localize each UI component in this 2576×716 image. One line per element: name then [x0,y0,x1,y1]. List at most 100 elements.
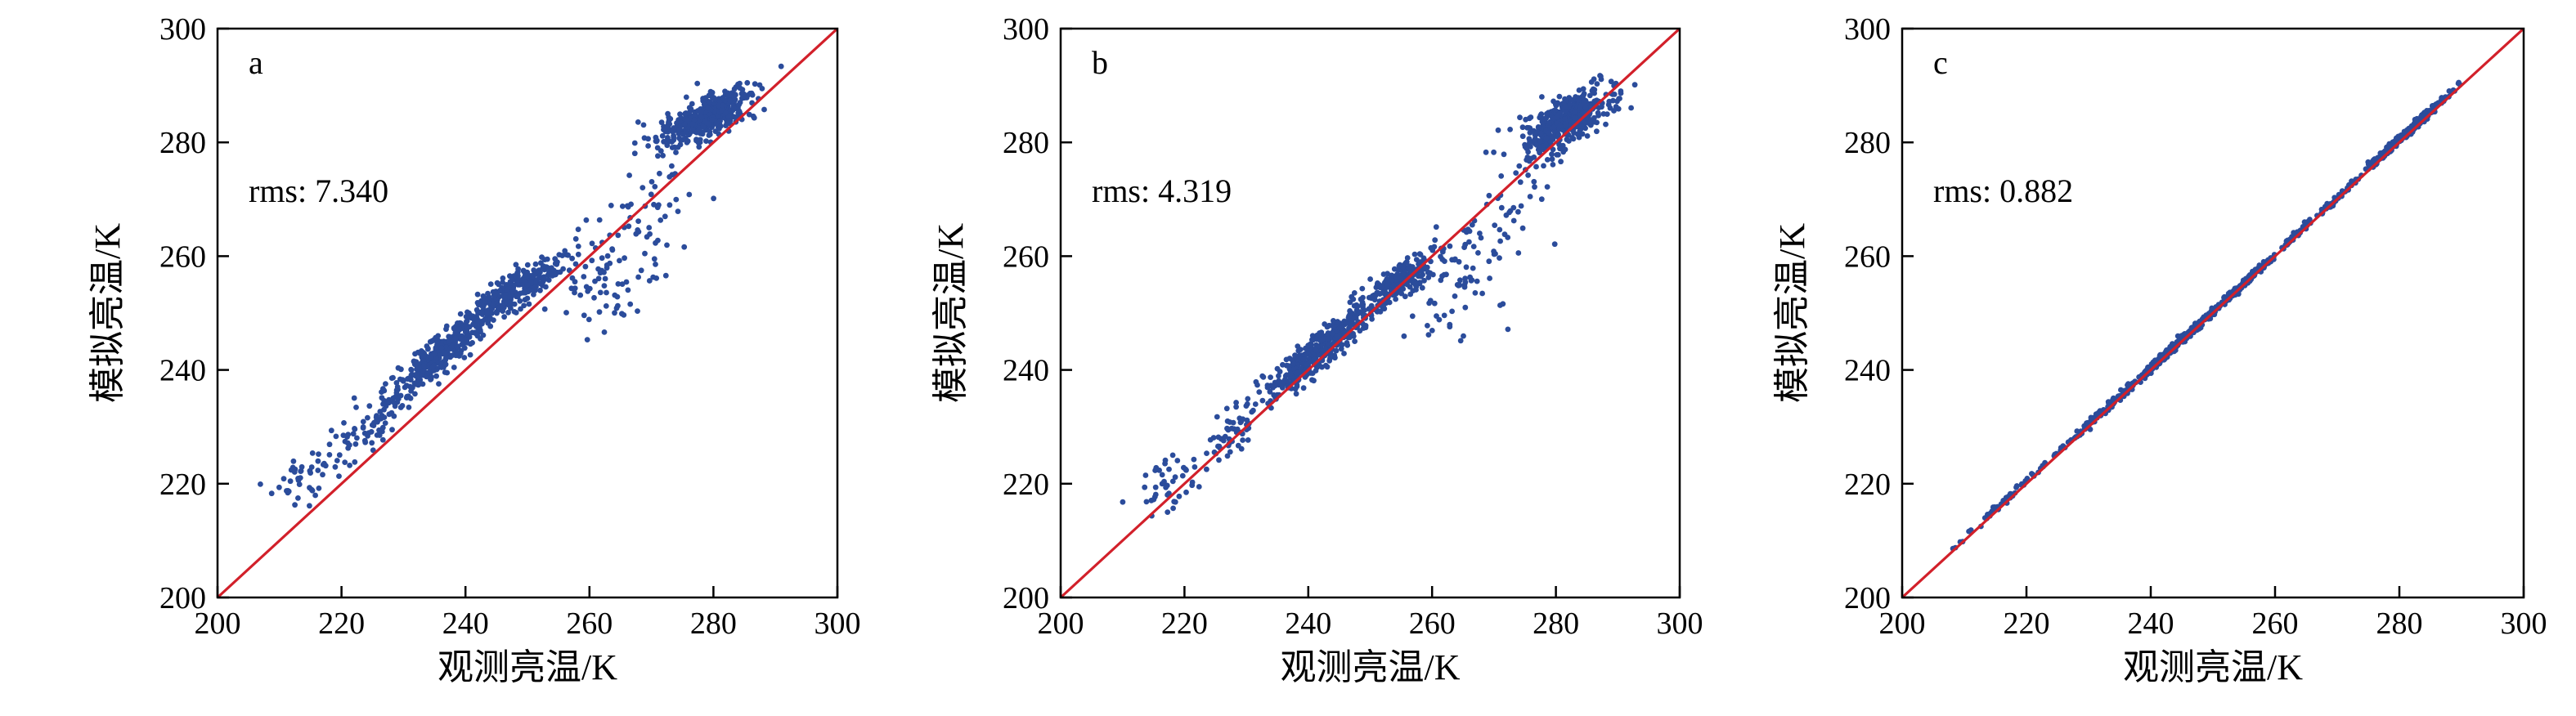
data-point [500,308,506,314]
data-point [1466,228,1473,235]
data-point [1604,111,1610,118]
data-point [365,414,370,421]
data-point [2377,150,2384,156]
x-tick-label: 300 [1657,606,1703,641]
data-point [1528,114,1534,120]
data-point [1576,134,1582,141]
data-point [541,263,547,270]
x-axis-label: 观测亮温/K [438,647,617,687]
data-point [1551,241,1558,248]
data-point [1227,449,1233,455]
data-point [1252,401,1259,407]
data-point [1401,333,1407,339]
data-point [379,436,386,443]
data-point [1462,304,1469,311]
data-point [720,95,726,101]
data-point [1486,258,1492,265]
data-point [532,261,539,267]
data-point [1479,290,1485,297]
data-point [1492,222,1498,228]
data-point [1425,269,1432,275]
data-point [1497,255,1502,261]
data-point [1443,271,1449,278]
data-point [666,202,673,208]
data-point [360,418,366,425]
data-point [1352,338,1358,344]
data-point [1518,203,1524,209]
data-point [583,217,590,223]
data-point [744,79,751,86]
data-point [433,345,439,351]
data-point [511,301,518,307]
data-point [420,368,426,374]
data-point [1183,489,1189,495]
x-tick-label: 260 [1409,606,1456,641]
data-point [451,365,457,370]
data-point [340,432,347,438]
data-point [1613,104,1619,110]
y-tick-label: 200 [1844,581,1891,615]
data-point [383,381,388,387]
data-point [1594,81,1600,87]
data-point [1533,163,1539,170]
data-point [1517,114,1523,121]
data-point [684,117,690,123]
data-point [414,365,420,372]
data-point [421,363,427,369]
data-point [1528,155,1534,162]
data-point [711,96,718,102]
data-point [746,111,752,118]
data-point [475,310,482,316]
data-point [295,477,302,483]
data-point [615,281,622,287]
data-point [393,380,400,386]
data-point [1292,354,1299,360]
data-point [705,105,711,111]
data-point [298,468,304,474]
data-point [635,308,640,314]
data-point [1594,119,1600,126]
data-point [1516,163,1523,169]
data-point [379,389,384,395]
data-point [1404,281,1411,288]
y-tick-label: 300 [1844,12,1891,47]
data-point [1562,116,1568,122]
data-point [716,126,722,132]
data-point [1525,172,1531,178]
data-point [658,119,665,126]
data-point [321,460,327,467]
data-point [539,254,545,260]
data-point [458,320,464,326]
y-tick-label: 300 [1003,12,1049,47]
data-point [756,82,763,88]
data-point [258,481,263,487]
data-point [1438,277,1444,284]
data-point [513,262,519,268]
data-point [469,313,476,320]
data-point [457,311,464,317]
data-point [292,502,298,508]
data-point [1354,303,1361,310]
data-point [1179,472,1186,479]
data-point [380,401,386,407]
data-point [603,303,609,309]
x-tick-label: 280 [1533,606,1579,641]
data-point [1400,286,1407,292]
data-point [1507,127,1513,132]
x-tick-label: 280 [2376,606,2423,641]
data-point [1398,290,1405,297]
data-point [1566,138,1572,144]
y-tick-label: 240 [1844,354,1891,388]
data-point [1402,293,1408,300]
data-point [528,279,534,285]
data-point [680,131,686,137]
data-point [413,374,420,379]
data-point [1457,277,1463,284]
data-point [515,292,521,298]
data-point [336,452,343,459]
data-point [647,230,653,237]
x-tick-label: 280 [690,606,737,641]
data-point [1541,143,1546,150]
data-point [1367,276,1373,282]
data-point [524,262,531,268]
